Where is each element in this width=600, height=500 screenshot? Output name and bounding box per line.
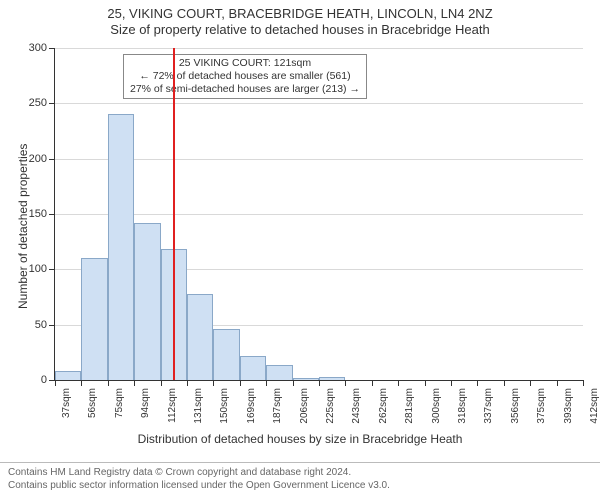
x-tick-label: 75sqm: [112, 388, 125, 418]
plot-area: 25 VIKING COURT: 121sqm ← 72% of detache…: [54, 48, 583, 381]
x-tick-label: 337sqm: [481, 388, 494, 424]
histogram-bar: [55, 371, 81, 380]
x-tick-label: 37sqm: [59, 388, 72, 418]
figure: 25, VIKING COURT, BRACEBRIDGE HEATH, LIN…: [0, 0, 600, 500]
histogram-bar: [240, 356, 266, 380]
y-axis-label: Number of detached properties: [16, 144, 30, 309]
x-tick-label: 150sqm: [217, 388, 230, 424]
x-tick-label: 112sqm: [165, 388, 178, 423]
x-tick: [319, 380, 320, 386]
histogram-bar: [134, 223, 160, 380]
y-tick-label: 50: [35, 319, 55, 331]
y-tick-label: 0: [41, 374, 55, 386]
x-tick: [372, 380, 373, 386]
x-tick: [187, 380, 188, 386]
y-tick-label: 300: [29, 42, 55, 54]
footer: Contains HM Land Registry data © Crown c…: [0, 462, 600, 492]
reference-line: [173, 48, 175, 380]
x-axis-label: Distribution of detached houses by size …: [0, 432, 600, 446]
x-tick-label: 300sqm: [429, 388, 442, 424]
x-tick: [266, 380, 267, 386]
x-tick-label: 243sqm: [349, 388, 362, 424]
x-tick: [530, 380, 531, 386]
histogram-bar: [319, 377, 345, 380]
x-tick: [161, 380, 162, 386]
x-tick: [345, 380, 346, 386]
x-tick-label: 393sqm: [561, 388, 574, 424]
histogram-bar: [293, 378, 319, 380]
x-tick: [557, 380, 558, 386]
x-tick: [134, 380, 135, 386]
x-tick-label: 187sqm: [270, 388, 283, 424]
title-line-2: Size of property relative to detached ho…: [0, 22, 600, 38]
x-tick-label: 281sqm: [402, 388, 415, 424]
y-tick-label: 100: [29, 263, 55, 275]
x-tick-label: 318sqm: [455, 388, 468, 424]
x-tick: [477, 380, 478, 386]
x-tick: [504, 380, 505, 386]
annotation-line-3: 27% of semi-detached houses are larger (…: [130, 83, 360, 96]
histogram-bar: [108, 114, 134, 380]
x-tick: [55, 380, 56, 386]
x-tick-label: 375sqm: [534, 388, 547, 424]
x-tick-label: 356sqm: [508, 388, 521, 424]
y-tick-label: 200: [29, 153, 55, 165]
x-tick-label: 94sqm: [138, 388, 151, 418]
x-tick-label: 206sqm: [297, 388, 310, 424]
x-tick-label: 56sqm: [85, 388, 98, 418]
histogram-bar: [213, 329, 239, 380]
annotation-line-2: ← 72% of detached houses are smaller (56…: [130, 70, 360, 83]
x-tick: [108, 380, 109, 386]
x-tick: [398, 380, 399, 386]
title-line-1: 25, VIKING COURT, BRACEBRIDGE HEATH, LIN…: [0, 6, 600, 22]
x-tick-label: 225sqm: [323, 388, 336, 424]
x-tick-label: 169sqm: [244, 388, 257, 424]
x-tick-label: 131sqm: [191, 388, 204, 424]
x-tick: [451, 380, 452, 386]
gridline: [55, 159, 583, 160]
histogram-bar: [81, 258, 107, 380]
histogram-bar: [187, 294, 213, 380]
annotation-line-1: 25 VIKING COURT: 121sqm: [130, 57, 360, 70]
x-tick-label: 412sqm: [587, 388, 600, 424]
x-tick: [293, 380, 294, 386]
y-tick-label: 150: [29, 208, 55, 220]
gridline: [55, 103, 583, 104]
histogram-bar: [266, 365, 292, 380]
x-tick: [425, 380, 426, 386]
footer-line-1: Contains HM Land Registry data © Crown c…: [8, 467, 592, 480]
annotation-box: 25 VIKING COURT: 121sqm ← 72% of detache…: [123, 54, 367, 99]
x-tick: [213, 380, 214, 386]
x-tick-label: 262sqm: [376, 388, 389, 424]
footer-line-2: Contains public sector information licen…: [8, 480, 592, 493]
title-block: 25, VIKING COURT, BRACEBRIDGE HEATH, LIN…: [0, 6, 600, 39]
x-tick: [583, 380, 584, 386]
y-tick-label: 250: [29, 97, 55, 109]
gridline: [55, 48, 583, 49]
gridline: [55, 214, 583, 215]
x-tick: [81, 380, 82, 386]
x-tick: [240, 380, 241, 386]
